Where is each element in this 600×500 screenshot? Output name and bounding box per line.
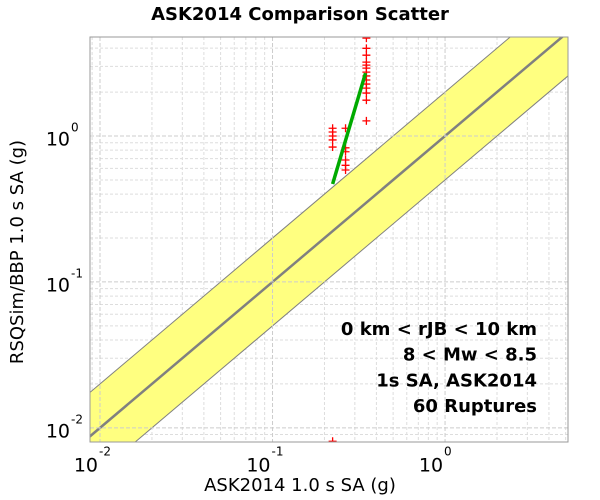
y-tick-exponent: -1: [71, 266, 83, 280]
point: [362, 89, 371, 98]
point: [328, 143, 337, 152]
point: [362, 44, 371, 53]
fit-line: [330, 72, 368, 185]
point: [362, 116, 371, 125]
y-tick-label: 10: [46, 274, 70, 296]
point: [328, 437, 337, 442]
x-tick-label: 10: [419, 455, 443, 477]
y-tick-exponent: 0: [71, 121, 79, 135]
point: [362, 37, 371, 43]
y-tick-label: 10: [46, 420, 70, 442]
y-tick-exponent: -2: [71, 412, 83, 426]
annotation: 1s SA, ASK2014: [376, 370, 537, 391]
x-tick-exponent: 0: [444, 445, 452, 459]
point: [362, 51, 371, 60]
point: [328, 135, 337, 144]
x-tick-exponent: -1: [272, 445, 284, 459]
point: [362, 96, 371, 105]
chart-title: ASK2014 Comparison Scatter: [151, 4, 449, 25]
annotation: 60 Ruptures: [413, 396, 537, 417]
annotation: 8 < Mw < 8.5: [403, 345, 537, 366]
x-axis-label: ASK2014 1.0 s SA (g): [204, 475, 396, 496]
x-tick-label: 10: [74, 455, 98, 477]
y-tick-label: 10: [46, 129, 70, 151]
plot-frame: [89, 36, 569, 443]
point: [341, 165, 350, 174]
x-tick-label: 10: [246, 455, 270, 477]
y-axis-label: RSQSim/BBP 1.0 s SA (g): [7, 140, 28, 364]
annotation: 0 km < rJB < 10 km: [341, 319, 537, 340]
x-tick-exponent: -2: [99, 445, 111, 459]
